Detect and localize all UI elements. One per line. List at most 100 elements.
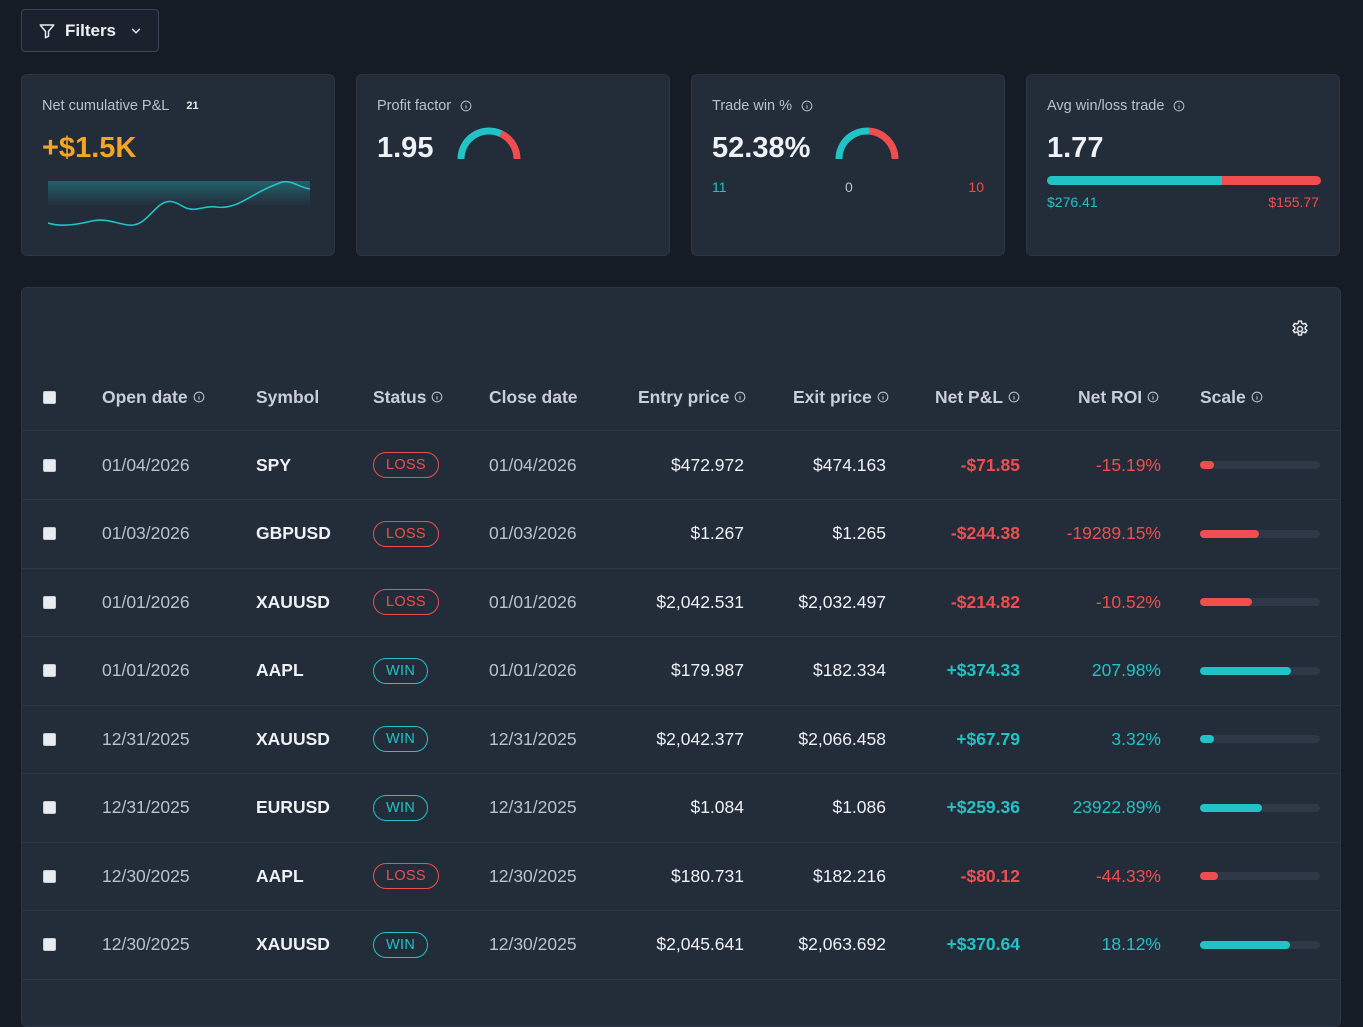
scale-bar [1200, 940, 1320, 949]
net-pnl-card: Net cumulative P&L 21 +$1.5K [21, 74, 335, 256]
col-symbol[interactable]: Symbol [256, 387, 320, 407]
avg-win-loss-value: 1.77 [1047, 132, 1104, 164]
info-icon[interactable] [1251, 391, 1263, 403]
trade-win-gauge [835, 127, 899, 160]
entry-price: $180.731 [671, 865, 744, 886]
gear-icon[interactable] [1290, 319, 1310, 339]
row-checkbox[interactable] [43, 458, 56, 472]
filters-label: Filters [65, 20, 117, 40]
entry-price: $472.972 [671, 454, 744, 475]
status-badge: LOSS [373, 452, 439, 478]
net-pnl-value: +$1.5K [42, 132, 137, 164]
status-badge: LOSS [373, 863, 439, 889]
losses-count: 10 [968, 179, 984, 195]
profit-factor-value: 1.95 [377, 132, 434, 164]
scale-bar [1200, 666, 1320, 675]
col-net-roi[interactable]: Net ROI [1078, 364, 1159, 430]
table-row[interactable]: 01/03/2026 GBPUSD LOSS 01/03/2026 $1.267 $1.2… [22, 500, 1340, 569]
net-roi: -15.19% [1095, 454, 1161, 475]
exit-price: $2,063.692 [798, 934, 886, 954]
scale-bar [1200, 803, 1320, 812]
scale-bar-fill [1200, 461, 1215, 469]
wins-count: 11 [712, 179, 727, 195]
avg-loss-value: $155.77 [1268, 194, 1319, 210]
open-date: 01/01/2026 [102, 660, 190, 680]
symbol: SPY [256, 454, 292, 475]
scale-bar-fill [1200, 735, 1215, 743]
col-open-date[interactable]: Open date [102, 364, 205, 430]
status-badge: WIN [373, 726, 429, 752]
avg-win-loss-label: Avg win/loss trade [1047, 98, 1165, 114]
col-net-pnl[interactable]: Net P&L [935, 364, 1020, 430]
scale-bar-fill [1200, 803, 1263, 812]
info-icon[interactable] [877, 391, 889, 403]
scale-bar-fill [1200, 666, 1292, 675]
col-exit-price[interactable]: Exit price [793, 364, 889, 430]
table-row[interactable]: 12/31/2025 XAUUSD WIN 12/31/2025 $2,042.377 $… [22, 705, 1340, 774]
open-date: 01/01/2026 [102, 591, 190, 612]
exit-price: $2,066.458 [798, 728, 886, 749]
net-pnl-label: Net cumulative P&L [42, 98, 170, 114]
info-icon[interactable] [460, 100, 472, 112]
close-date: 12/30/2025 [489, 934, 577, 954]
status-badge: LOSS [373, 589, 439, 615]
row-checkbox[interactable] [43, 869, 56, 883]
info-icon[interactable] [1173, 100, 1185, 112]
status-badge: WIN [373, 794, 429, 821]
row-checkbox[interactable] [43, 527, 56, 540]
col-scale[interactable]: Scale [1200, 364, 1263, 430]
exit-price: $474.163 [813, 454, 886, 475]
avg-win-loss-card: Avg win/loss trade 1.77 $276.41 $155.77 [1026, 74, 1340, 256]
close-date: 12/30/2025 [489, 865, 577, 886]
table-row[interactable]: 12/30/2025 XAUUSD WIN 12/30/2025 $2,045.641 $… [22, 911, 1340, 980]
net-roi: -19289.15% [1066, 523, 1161, 543]
info-icon[interactable] [193, 391, 205, 403]
exit-price: $182.216 [813, 865, 886, 886]
status-badge: WIN [373, 657, 429, 684]
scale-bar-fill [1200, 529, 1259, 538]
symbol: XAUUSD [256, 728, 330, 749]
trade-count-badge: 21 [186, 100, 199, 112]
net-pnl: -$214.82 [950, 591, 1020, 612]
info-icon[interactable] [734, 391, 746, 403]
table-row[interactable] [22, 979, 1340, 1026]
row-checkbox[interactable] [43, 664, 56, 677]
table-row[interactable]: 12/30/2025 AAPL LOSS 12/30/2025 $180.731 $182… [22, 842, 1340, 911]
row-checkbox[interactable] [43, 595, 56, 609]
net-roi: -10.52% [1095, 591, 1161, 612]
exit-price: $182.334 [813, 660, 886, 680]
info-icon[interactable] [1008, 391, 1020, 403]
close-date: 01/03/2026 [489, 523, 577, 543]
info-icon[interactable] [1147, 391, 1159, 403]
close-date: 01/01/2026 [489, 591, 577, 612]
row-checkbox[interactable] [43, 801, 56, 814]
close-date: 01/01/2026 [489, 660, 577, 680]
net-roi: 23922.89% [1072, 797, 1161, 817]
info-icon[interactable] [431, 391, 443, 403]
chevron-down-icon [131, 28, 141, 33]
row-checkbox[interactable] [43, 938, 56, 951]
net-roi: 3.32% [1111, 728, 1161, 749]
net-pnl: -$80.12 [960, 865, 1020, 886]
open-date: 12/30/2025 [102, 934, 190, 954]
open-date: 12/31/2025 [102, 728, 190, 749]
trade-win-value: 52.38% [712, 132, 811, 164]
table-row[interactable]: 01/01/2026 XAUUSD LOSS 01/01/2026 $2,042.531… [22, 568, 1340, 637]
net-pnl: -$71.85 [960, 454, 1020, 475]
select-all-checkbox[interactable] [43, 390, 56, 404]
symbol: XAUUSD [256, 591, 330, 612]
col-entry-price[interactable]: Entry price [638, 364, 746, 430]
col-close-date[interactable]: Close date [489, 387, 578, 407]
row-checkbox[interactable] [43, 732, 56, 746]
symbol: XAUUSD [256, 934, 330, 954]
open-date: 01/03/2026 [102, 523, 190, 543]
table-row[interactable]: 12/31/2025 EURUSD WIN 12/31/2025 $1.084 $1.08… [22, 774, 1340, 843]
net-pnl: +$259.36 [946, 797, 1020, 817]
info-icon[interactable] [801, 100, 813, 112]
filter-icon [39, 23, 55, 38]
table-row[interactable]: 01/04/2026 SPY LOSS 01/04/2026 $472.972 $474.… [22, 431, 1340, 500]
status-badge: WIN [373, 931, 429, 958]
table-row[interactable]: 01/01/2026 AAPL WIN 01/01/2026 $179.987 $182.… [22, 637, 1340, 706]
col-status[interactable]: Status [373, 364, 443, 430]
filters-button[interactable]: Filters [21, 9, 159, 52]
